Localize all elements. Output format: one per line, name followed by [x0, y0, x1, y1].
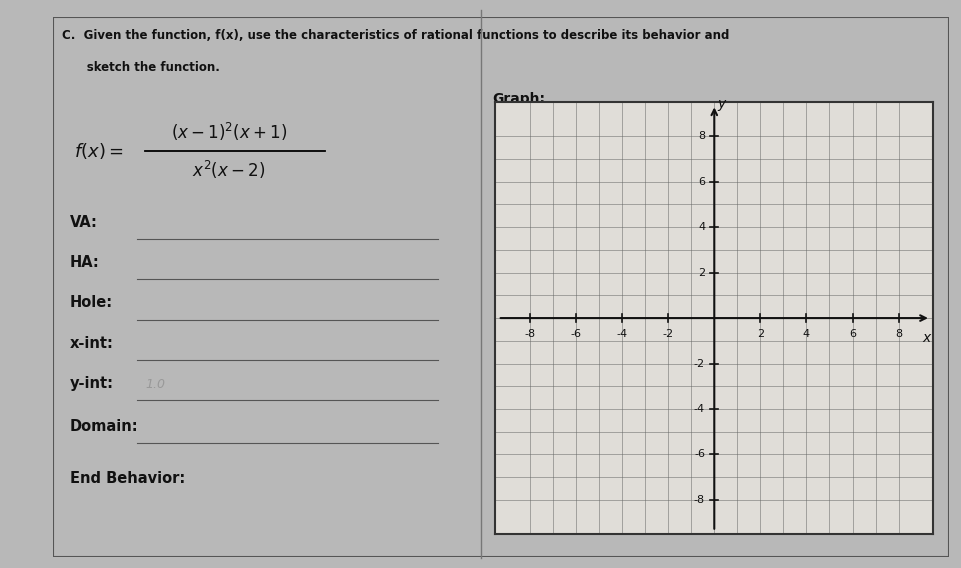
Text: -4: -4	[616, 329, 627, 340]
Text: sketch the function.: sketch the function.	[62, 61, 219, 74]
Text: 6: 6	[698, 177, 704, 187]
Text: -2: -2	[662, 329, 673, 340]
Text: x-int:: x-int:	[69, 336, 113, 350]
Text: $x^2(x-2)$: $x^2(x-2)$	[192, 159, 265, 181]
Text: -6: -6	[570, 329, 581, 340]
Text: 1.0: 1.0	[145, 378, 164, 391]
Text: $f(x) =$: $f(x) =$	[74, 141, 123, 161]
Text: 2: 2	[698, 268, 704, 278]
Text: y: y	[716, 97, 725, 111]
Text: x: x	[922, 331, 929, 345]
Text: -4: -4	[693, 404, 704, 414]
Text: Graph:: Graph:	[492, 92, 545, 106]
Text: 8: 8	[698, 131, 704, 141]
Text: VA:: VA:	[69, 215, 97, 230]
Text: 4: 4	[698, 222, 704, 232]
Text: 6: 6	[849, 329, 855, 340]
Text: -8: -8	[693, 495, 704, 505]
Text: 2: 2	[756, 329, 763, 340]
Text: Domain:: Domain:	[69, 419, 138, 434]
Text: C.  Given the function, f(x), use the characteristics of rational functions to d: C. Given the function, f(x), use the cha…	[62, 29, 728, 42]
Text: Hole:: Hole:	[69, 295, 112, 310]
Text: -6: -6	[693, 449, 704, 460]
Text: 4: 4	[802, 329, 809, 340]
Text: End Behavior:: End Behavior:	[69, 471, 185, 486]
Text: $(x-1)^2(x+1)$: $(x-1)^2(x+1)$	[170, 121, 286, 143]
Text: HA:: HA:	[69, 255, 99, 270]
Text: -2: -2	[693, 358, 704, 369]
Text: -8: -8	[524, 329, 535, 340]
Text: y-int:: y-int:	[69, 376, 113, 391]
Text: 8: 8	[894, 329, 901, 340]
